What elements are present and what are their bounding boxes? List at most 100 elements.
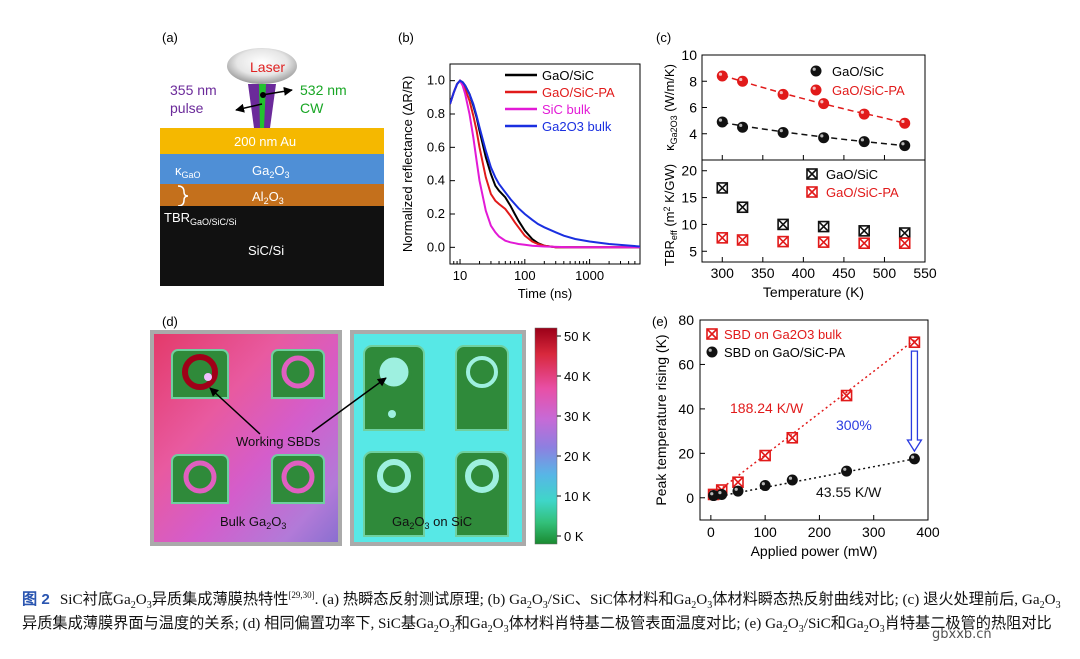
series-clip (450, 78, 640, 249)
point-1-x (899, 237, 911, 249)
y-tick-label: 0.4 (427, 173, 445, 188)
legend-label-2: SiC bulk (542, 102, 591, 117)
device-bulk-1-hot-ring (182, 354, 218, 390)
point-0-x (858, 225, 870, 237)
point-1-shine (739, 77, 743, 82)
colorbar-tick-label: 0 K (564, 529, 584, 544)
point-1-x (736, 234, 749, 246)
device-sic-1-spot (388, 410, 396, 418)
watermark: gbxxb.cn (932, 627, 992, 642)
point-0 (737, 121, 749, 133)
point-0-box (817, 220, 830, 233)
point-0-box (736, 201, 749, 214)
point-0-box (858, 225, 870, 237)
plot-frame (699, 319, 929, 521)
point-0 (858, 136, 870, 148)
x-tick-label: 400 (792, 265, 816, 281)
legend-marker-0-shine (812, 67, 816, 71)
point-0-x (759, 449, 771, 462)
x-tick-label: 0 (707, 524, 715, 540)
point-0-x (908, 336, 920, 348)
working-arrow-right (311, 377, 387, 433)
laser-head-shape (227, 48, 297, 84)
panel-b: (b) 10 100 1000 0.0 0.2 0.4 0.6 0.8 1.0 Time (ns)… (398, 30, 641, 301)
point-1-box (716, 232, 729, 244)
point-0-shine (820, 134, 824, 138)
legend-label-1: GaO/SiC-PA (542, 85, 615, 100)
point-1-shine (718, 491, 722, 495)
pulse-arrow (235, 103, 263, 113)
y-tick-label: 0.8 (427, 106, 445, 121)
device-bulk-1-hotspot (204, 373, 212, 381)
legend-label-1: GaO/SiC-PA (826, 185, 899, 200)
legend-marker-0-box (806, 168, 818, 180)
point-1 (737, 75, 749, 87)
point-0 (716, 116, 728, 128)
legend-label-3: Ga2O3 bulk (542, 119, 612, 134)
point-1-shine (788, 476, 793, 480)
panel-c-label: (c) (656, 30, 671, 45)
au-layer-label: 200 nm Au (234, 134, 296, 149)
fit-line-0 (722, 121, 905, 147)
legend-label-0: GaO/SiC (826, 167, 878, 182)
colorbar-tick-label: 50 K (564, 329, 591, 344)
bulk-label: Bulk Ga2O3 (220, 514, 286, 531)
point-0-shine (718, 118, 723, 122)
point-0-x (786, 432, 798, 444)
point-1 (818, 98, 830, 110)
brace-icon (177, 185, 189, 207)
point-1-shine (843, 467, 847, 471)
legend-marker-1-box (806, 186, 818, 198)
point-0-shine (739, 123, 743, 127)
y-tick-label: 10 (681, 47, 697, 63)
point-0-x (716, 182, 728, 194)
y-tick-label: 80 (678, 312, 694, 328)
panel-e: (e) 0 100 200 300 400 0 20 40 60 80 Applied power … (652, 312, 940, 559)
ratio-down-arrow-icon (906, 350, 923, 453)
laser-text: Laser (250, 59, 285, 75)
point-0-x (736, 201, 749, 213)
sic-layer (160, 206, 384, 286)
working-sbds-label: Working SBDs (236, 434, 321, 449)
device-bulk-3-ring (183, 460, 217, 494)
point-0-shine (779, 129, 783, 133)
y-axis-label: κGa2O3 (W/m/K) (662, 64, 679, 151)
chart-e: 0 100 200 300 400 0 20 40 60 80 Applied power (mW)… (653, 312, 940, 559)
legend-marker-0 (810, 65, 822, 77)
point-1 (786, 474, 798, 486)
y-tick-label: 10 (681, 216, 697, 232)
colorbar (534, 327, 558, 545)
point-0-x (777, 218, 789, 230)
legend-label-0: SBD on Ga2O3 bulk (724, 327, 842, 342)
point-1 (899, 117, 911, 129)
point-1-shine (860, 110, 864, 114)
legend-marker-0-x (706, 328, 718, 340)
point-1-box (898, 237, 911, 250)
x-tick-label: 300 (711, 265, 735, 281)
y-tick-label: 8 (689, 73, 697, 89)
x-tick-label: 200 (808, 524, 832, 540)
al2o3-layer-label: Al2O3 (252, 189, 284, 206)
legend-marker-0-box (706, 328, 718, 340)
caption-figure-label: 图 2 (22, 591, 50, 608)
panel-e-label: (e) (652, 314, 668, 329)
panel-d-label: (d) (162, 314, 178, 329)
cw-arrow (261, 86, 293, 96)
chart-b: 10 100 1000 0.0 0.2 0.4 0.6 0.8 1.0 Time (ns) Norm… (400, 63, 641, 301)
point-0-box (840, 389, 853, 402)
y-tick-label: 60 (678, 356, 694, 372)
sic-devices (363, 345, 509, 537)
cw-line2: CW (300, 100, 324, 116)
colorbar-ticks: 50 K 40 K 30 K 20 K 10 K 0 K (557, 329, 591, 544)
fit-line-0 (710, 339, 915, 498)
y-tick-label: 20 (678, 445, 694, 461)
annotation-black-slope: 43.55 K/W (816, 484, 882, 500)
device-sic-4-ring (465, 459, 499, 493)
point-1-x (777, 236, 789, 248)
colorbar-tick-label: 40 K (564, 369, 591, 384)
point-0-box (759, 449, 771, 462)
y-axis-label: Peak temperature rising (K) (653, 334, 669, 505)
y-tick-label: 1.0 (427, 73, 445, 88)
